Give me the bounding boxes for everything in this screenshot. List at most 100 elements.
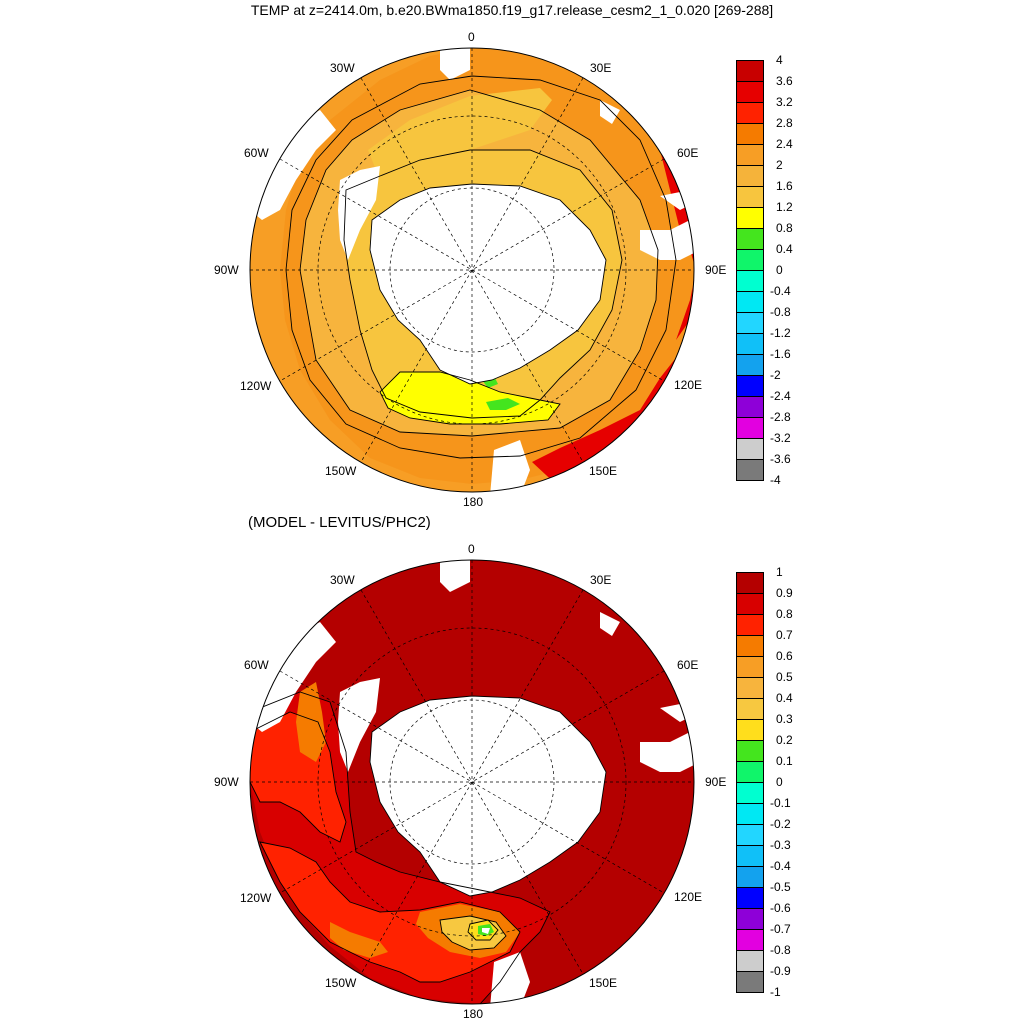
map-boundary — [249, 47, 695, 493]
colorbar-tick-label: -3.6 — [770, 452, 791, 466]
polar-stereographic-map — [249, 559, 695, 1005]
colorbar-swatch — [736, 614, 764, 636]
ross-ice-shelf-green-patch — [482, 376, 520, 410]
lon-label-60w: 60W — [244, 146, 269, 160]
colorbar-swatch — [736, 635, 764, 657]
colorbar-swatch — [736, 698, 764, 720]
colorbar-swatch — [736, 144, 764, 166]
colorbar-swatch — [736, 291, 764, 313]
colorbar-tick-label: 0.6 — [776, 649, 793, 663]
colorbar-tick-label: -1 — [770, 985, 781, 999]
colorbar-swatch — [736, 719, 764, 741]
colorbar-swatch — [736, 950, 764, 972]
colorbar-swatch — [736, 312, 764, 334]
colorbar-swatch — [736, 803, 764, 825]
colorbar-tick-label: 0.7 — [776, 628, 793, 642]
colorbar-tick-label: -0.9 — [770, 964, 791, 978]
colorbar-swatch — [736, 228, 764, 250]
colorbar-tick-label: -0.2 — [770, 817, 791, 831]
colorbar-swatch — [736, 677, 764, 699]
lon-label-90e: 90E — [705, 263, 727, 277]
lon-label-180: 180 — [463, 495, 484, 509]
colorbar-tick-label: 1 — [776, 565, 783, 579]
colorbar-swatch — [736, 866, 764, 888]
colorbar-tick-label: -2 — [770, 368, 781, 382]
colorbar-swatch — [736, 438, 764, 460]
lon-label-120w: 120W — [240, 379, 272, 393]
colorbar-tick-label: -2.8 — [770, 410, 791, 424]
colorbar-swatch — [736, 459, 764, 481]
antarctica-landmass — [370, 184, 606, 384]
lon-label-60w: 60W — [244, 658, 269, 672]
colorbar-swatch — [736, 845, 764, 867]
colorbar-tick-label: -0.3 — [770, 838, 791, 852]
contour-lines — [250, 691, 607, 1004]
lon-label-30w: 30W — [330, 61, 355, 75]
colorbar-swatch — [736, 929, 764, 951]
ross-sea-cool-patch — [380, 372, 560, 424]
colorbar-swatch — [736, 782, 764, 804]
lon-label-30e: 30E — [590, 61, 612, 75]
colorbar-tick-label: 0 — [776, 775, 783, 789]
colorbar-tick-label: 0.9 — [776, 586, 793, 600]
ross-anomaly-white — [482, 928, 490, 934]
colorbar-swatch — [736, 186, 764, 208]
colorbar-tick-label: 3.2 — [776, 95, 793, 109]
colorbar-swatch — [736, 60, 764, 82]
colorbar-swatch — [736, 165, 764, 187]
polar-stereographic-map — [249, 47, 695, 493]
lon-label-150w: 150W — [325, 464, 357, 478]
map-boundary — [249, 559, 695, 1005]
colorbar-tick-label: 0 — [776, 263, 783, 277]
colorbar-tick-label: 0.2 — [776, 733, 793, 747]
colorbar-swatch — [736, 249, 764, 271]
colorbar-tick-label: -0.4 — [770, 284, 791, 298]
colorbar-tick-label: -0.8 — [770, 943, 791, 957]
indian-warm-strip — [610, 96, 694, 340]
antarctic-peninsula-mask — [338, 678, 380, 772]
colorbar-swatch — [736, 656, 764, 678]
pacific-warm-strip — [532, 340, 690, 488]
colorbar-swatch — [736, 396, 764, 418]
model-temperature-map-panel: 0 30E 60E 90E 120E 150E 180 150W 120W 90… — [214, 30, 793, 509]
colorbar-tick-label: 1.6 — [776, 179, 793, 193]
colorbar-tick-label: -0.5 — [770, 880, 791, 894]
colorbar-swatch — [736, 102, 764, 124]
colorbar-tick-label: 0.4 — [776, 691, 793, 705]
colorbar-tick-label: 2 — [776, 158, 783, 172]
colorbar-tick-label: 0.1 — [776, 754, 793, 768]
lon-label-120w: 120W — [240, 891, 272, 905]
colorbar-swatch — [736, 824, 764, 846]
figure-title: TEMP at z=2414.0m, b.e20.BWma1850.f19_g1… — [250, 2, 774, 18]
lon-label-120e: 120E — [674, 378, 703, 392]
difference-map-panel: 0 30E 60E 90E 120E 150E 180 150W 120W 90… — [0, 512, 1024, 1024]
colorbar-tick-label: 3.6 — [776, 74, 793, 88]
lon-label-180: 180 — [463, 1007, 484, 1021]
lon-label-0: 0 — [468, 30, 475, 44]
lon-label-0: 0 — [468, 542, 475, 556]
colorbar-tick-label: -0.1 — [770, 796, 791, 810]
colorbar-tick-label: 0.4 — [776, 242, 793, 256]
south-america-landmass — [250, 622, 336, 732]
colorbar-tick-label: 4 — [776, 53, 783, 67]
colorbar-swatch — [736, 207, 764, 229]
colorbar-swatch — [736, 572, 764, 594]
colorbar-tick-label: -0.4 — [770, 859, 791, 873]
lon-label-60e: 60E — [677, 658, 699, 672]
colorbar-tick-label: 2.8 — [776, 116, 793, 130]
colorbar-swatch — [736, 971, 764, 993]
colorbar-tick-label: -0.7 — [770, 922, 791, 936]
colorbar-swatch — [736, 417, 764, 439]
colorbar-tick-label: -0.8 — [770, 305, 791, 319]
lon-label-30w: 30W — [330, 573, 355, 587]
colorbar-tick-label: -1.6 — [770, 347, 791, 361]
colorbar-swatch — [736, 270, 764, 292]
colorbar-swatch — [736, 354, 764, 376]
lon-label-90w: 90W — [214, 775, 239, 789]
colorbar-tick-label: -0.6 — [770, 901, 791, 915]
weddell-warm-patch — [368, 88, 552, 180]
colorbar-swatch — [736, 887, 764, 909]
lon-label-150w: 150W — [325, 976, 357, 990]
lon-label-30e: 30E — [590, 573, 612, 587]
colorbar-swatch — [736, 81, 764, 103]
